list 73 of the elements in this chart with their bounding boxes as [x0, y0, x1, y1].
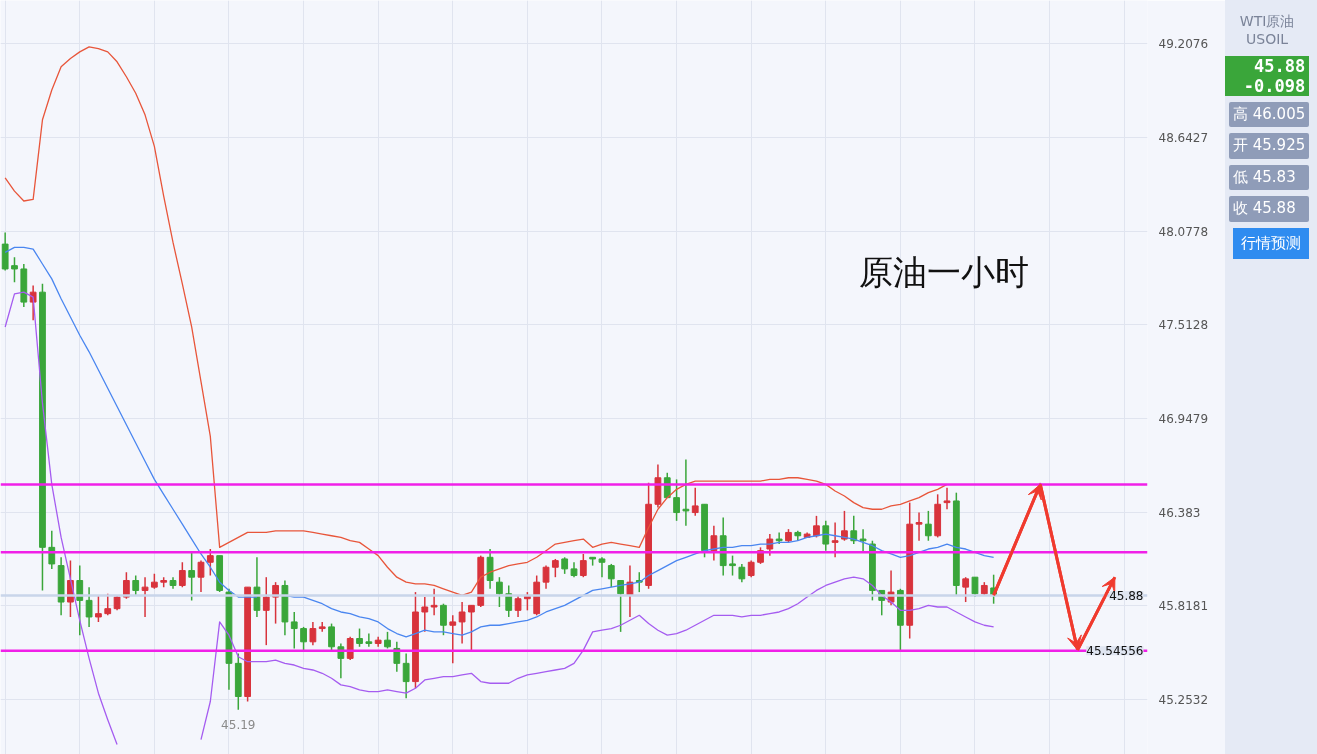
candlestick	[132, 574, 140, 597]
y-tick-label: 48.0778	[1158, 224, 1209, 239]
annotation: 45.19	[221, 717, 256, 732]
text: 行情预测	[1233, 227, 1310, 260]
candlestick	[309, 621, 317, 646]
candlestick	[924, 510, 932, 542]
candlestick	[188, 551, 196, 602]
candlestick	[402, 652, 410, 699]
text: 低 45.83	[1229, 164, 1310, 191]
candlestick	[542, 564, 550, 590]
candlestick	[393, 641, 401, 673]
candlestick	[514, 594, 522, 618]
text: -0.098	[1225, 76, 1310, 96]
candlestick	[365, 632, 373, 648]
candlestick	[356, 627, 363, 648]
text: 45.88	[1225, 56, 1310, 76]
y-tick-label: 48.6427	[1158, 131, 1209, 146]
text: 高 46.005	[1229, 102, 1310, 128]
text: 收 45.88	[1229, 196, 1310, 222]
candlestick	[729, 554, 736, 577]
candlestick	[691, 486, 699, 517]
candlestick	[253, 556, 261, 618]
candlestick	[318, 621, 326, 633]
y-tick-label: 45.2532	[1158, 692, 1209, 707]
ref-line-label: 45.88	[1109, 588, 1144, 603]
candlestick	[458, 601, 466, 645]
candlestick	[738, 563, 746, 583]
candlestick	[915, 511, 923, 542]
text: USOIL	[1245, 30, 1290, 48]
candlestick	[178, 561, 186, 588]
candlestick	[775, 531, 783, 545]
candlestick	[850, 515, 858, 545]
candlestick	[579, 553, 587, 578]
y-tick-label: 47.5128	[1158, 318, 1209, 333]
candlestick	[141, 576, 149, 618]
y-tick-label: 46.383	[1158, 505, 1201, 520]
candlestick	[682, 458, 690, 527]
candlestick	[95, 594, 102, 623]
candlestick	[673, 478, 680, 522]
candlestick	[486, 548, 494, 590]
candlestick	[206, 548, 214, 577]
candlestick	[421, 596, 429, 633]
candlestick	[290, 611, 298, 650]
candlestick	[813, 515, 820, 539]
candlestick	[617, 579, 625, 633]
candlestick	[598, 556, 606, 578]
candlestick	[11, 256, 18, 283]
candlestick	[430, 588, 438, 617]
candlestick	[962, 576, 970, 603]
y-tick-label: 49.2076	[1158, 37, 1209, 52]
candlestick	[943, 486, 951, 510]
text: 原油一小时	[858, 254, 1029, 291]
candlestick	[197, 559, 205, 593]
y-tick-label: 46.9479	[1158, 411, 1209, 426]
candlestick	[841, 510, 848, 542]
candlestick	[440, 602, 447, 636]
text: WTI原油	[1238, 12, 1296, 30]
y-tick-label: 45.8181	[1158, 599, 1209, 614]
candlestick	[496, 576, 503, 608]
candlestick	[85, 586, 93, 628]
text: 开 45.925	[1229, 133, 1310, 159]
ref-line-label: 45.54556	[1086, 644, 1144, 659]
candlestick	[262, 576, 270, 646]
candlestick	[337, 642, 345, 680]
candlestick	[607, 563, 615, 588]
candlestick	[831, 521, 839, 559]
candlestick	[859, 528, 867, 554]
candlestick	[551, 558, 559, 578]
candlestick	[300, 626, 307, 653]
candlestick	[468, 604, 475, 651]
candlestick	[449, 614, 457, 665]
candlestick	[328, 622, 335, 651]
candlestick	[822, 520, 830, 552]
